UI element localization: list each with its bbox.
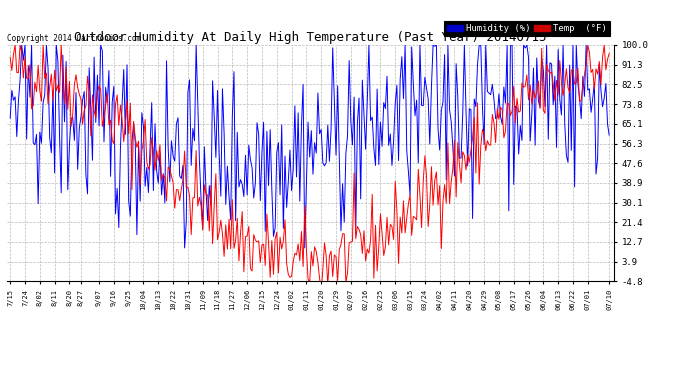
Title: Outdoor Humidity At Daily High Temperature (Past Year) 20140715: Outdoor Humidity At Daily High Temperatu…: [75, 31, 546, 44]
Legend: Humidity (%), Temp  (°F): Humidity (%), Temp (°F): [444, 21, 609, 36]
Text: Copyright 2014 Cartronics.com: Copyright 2014 Cartronics.com: [7, 34, 141, 43]
